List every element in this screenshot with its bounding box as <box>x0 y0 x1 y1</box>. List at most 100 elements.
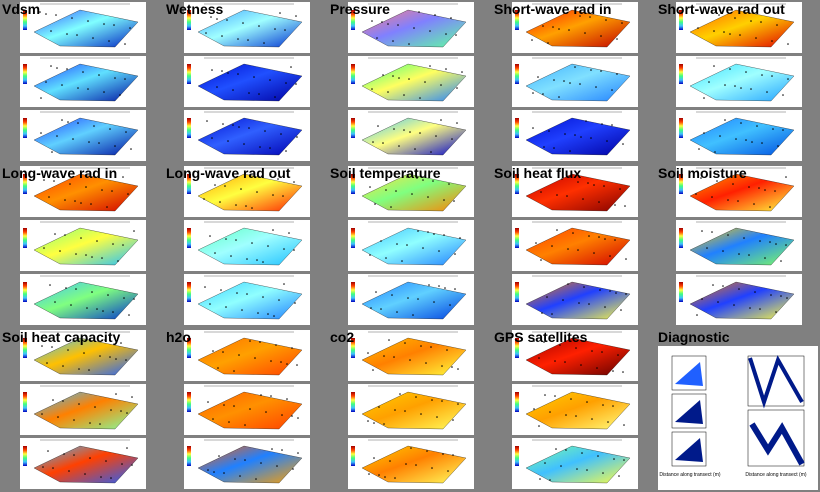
station-dot <box>427 196 429 198</box>
station-dot <box>409 359 411 361</box>
station-dot <box>393 356 395 358</box>
station-dot <box>205 32 207 34</box>
station-dot <box>87 88 89 90</box>
colorbar <box>187 446 191 466</box>
station-dot <box>738 288 740 290</box>
station-dot <box>405 463 407 465</box>
interpolated-field <box>197 337 303 376</box>
colorbar <box>515 338 519 358</box>
station-dot <box>780 260 782 262</box>
station-dot <box>532 92 534 94</box>
station-dot <box>775 243 777 245</box>
station-dot <box>382 74 384 76</box>
station-dot <box>257 312 259 314</box>
station-dot <box>394 477 396 479</box>
station-dot <box>764 257 766 259</box>
station-dot <box>270 360 272 362</box>
interpolated-field <box>33 445 139 484</box>
station-dot <box>129 27 131 29</box>
station-dot <box>451 138 453 140</box>
station-dot <box>121 463 123 465</box>
station-dot <box>66 68 68 70</box>
station-dot <box>782 129 784 131</box>
station-dot <box>407 297 409 299</box>
station-dot <box>401 260 403 262</box>
station-dot <box>52 467 54 469</box>
station-dot <box>248 127 250 129</box>
station-dot <box>372 369 374 371</box>
station-dot <box>207 401 209 403</box>
station-dot <box>703 97 705 99</box>
station-dot <box>281 414 283 416</box>
station-dot <box>563 12 565 14</box>
station-dot <box>207 469 209 471</box>
station-dot <box>54 233 56 235</box>
station-dot <box>216 18 218 20</box>
station-dot <box>431 467 433 469</box>
station-dot <box>777 145 779 147</box>
station-dot <box>785 176 787 178</box>
interpolated-field <box>33 9 139 48</box>
station-dot <box>444 287 446 289</box>
interpolated-field <box>197 9 303 48</box>
station-dot <box>246 293 248 295</box>
interpolated-field <box>689 63 795 102</box>
station-dot <box>544 462 546 464</box>
station-dot <box>294 302 296 304</box>
station-dot <box>226 19 228 21</box>
station-dot <box>734 17 736 19</box>
station-dot <box>457 368 459 370</box>
station-dot <box>419 132 421 134</box>
station-dot <box>276 465 278 467</box>
station-dot <box>427 231 429 233</box>
station-dot <box>122 176 124 178</box>
station-dot <box>732 183 734 185</box>
station-dot <box>615 292 617 294</box>
panel-title: Diagnostic <box>658 329 730 345</box>
colorbar <box>679 10 683 30</box>
colorbar <box>23 118 27 138</box>
station-dot <box>396 311 398 313</box>
station-dot <box>75 253 77 255</box>
station-dot <box>404 342 406 344</box>
station-dot <box>424 81 426 83</box>
station-dot <box>703 132 705 134</box>
station-dot <box>389 460 391 462</box>
station-dot <box>446 349 448 351</box>
station-dot <box>552 26 554 28</box>
station-dot <box>269 147 271 149</box>
station-dot <box>376 37 378 39</box>
station-dot <box>73 419 75 421</box>
station-dot <box>115 358 117 360</box>
station-dot <box>785 244 787 246</box>
station-dot <box>292 468 294 470</box>
panel-title: Soil temperature <box>330 165 441 181</box>
station-dot <box>430 346 432 348</box>
station-dot <box>697 27 699 29</box>
station-dot <box>452 454 454 456</box>
station-dot <box>242 22 244 24</box>
station-dot <box>54 301 56 303</box>
station-dot <box>380 240 382 242</box>
station-dot <box>760 21 762 23</box>
station-dot <box>713 30 715 32</box>
station-dot <box>440 84 442 86</box>
station-dot <box>387 23 389 25</box>
station-dot <box>244 459 246 461</box>
colorbar <box>187 392 191 412</box>
station-dot <box>740 87 742 89</box>
interpolated-field <box>197 391 303 430</box>
station-dot <box>588 235 590 237</box>
station-dot <box>787 43 789 45</box>
station-dot <box>593 252 595 254</box>
station-dot <box>259 341 261 343</box>
station-dot <box>408 78 410 80</box>
station-dot <box>575 415 577 417</box>
station-dot <box>213 471 215 473</box>
station-dot <box>533 408 535 410</box>
station-dot <box>739 34 741 36</box>
station-dot <box>544 394 546 396</box>
station-dot <box>580 364 582 366</box>
interpolated-field <box>525 117 631 156</box>
colorbar <box>187 228 191 248</box>
